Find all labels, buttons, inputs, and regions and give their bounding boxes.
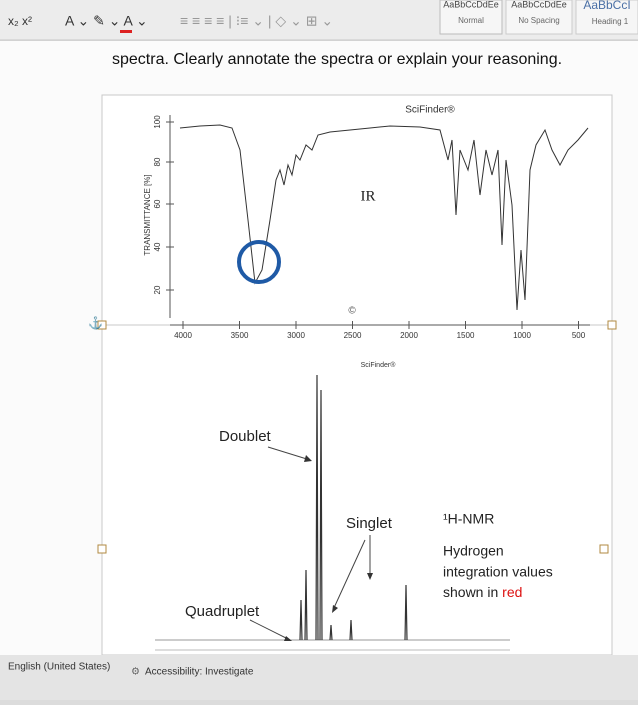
style-normal[interactable]	[439, 0, 503, 35]
style-preview: AaBbCcI	[583, 0, 630, 12]
ir-y-tick-label: 100	[153, 115, 162, 129]
ir-spectrum	[179, 124, 589, 311]
document-text: spectra. Clearly annotate the spectra or…	[112, 51, 562, 68]
resize-handle[interactable]	[97, 544, 107, 554]
ir-x-tick-label: 3000	[287, 331, 305, 340]
status-bar	[0, 655, 638, 700]
style-name: No Spacing	[518, 16, 559, 25]
ir-x-tick-label: 2500	[344, 331, 362, 340]
ir-x-tick-label: 1500	[457, 331, 475, 340]
status-language[interactable]: English (United States)	[8, 662, 110, 673]
nmr-annotation: Quadruplet	[185, 603, 260, 620]
annotation-circle	[237, 240, 281, 284]
resize-handle[interactable]	[607, 320, 617, 330]
ir-y-tick-label: 60	[153, 199, 162, 208]
accessibility-icon: ⚙	[131, 667, 140, 678]
resize-handle[interactable]	[97, 320, 107, 330]
style-preview: AaBbCcDdEe	[443, 0, 499, 9]
resize-handle[interactable]	[599, 544, 609, 554]
nmr-peaks	[299, 374, 408, 641]
subscript-button[interactable]: x₂ x²	[8, 14, 32, 28]
nmr-note-text: shown in	[443, 584, 498, 600]
ir-x-tick-label: 4000	[174, 331, 192, 340]
ir-watermark: SciFinder®	[405, 105, 455, 116]
nmr-annotation: Singlet	[346, 515, 393, 532]
style-name: Normal	[458, 16, 484, 25]
nmr-note-red: red	[502, 584, 522, 600]
ir-x-tick-label: 1000	[513, 331, 531, 340]
ir-xticks: 4000 3500 3000 2500 2000 1500 1000 500	[174, 321, 586, 340]
nmr-title: ¹H-NMR	[443, 511, 494, 527]
font-color-swatch	[120, 30, 132, 33]
nmr-annotation: Doublet	[219, 428, 272, 445]
copyright-icon: ©	[348, 306, 356, 317]
ir-yticks: 100 80 60 40 20	[153, 115, 174, 294]
style-preview: AaBbCcDdEe	[511, 0, 567, 9]
nmr-watermark: SciFinder®	[361, 361, 397, 369]
ir-label: IR	[361, 188, 376, 204]
ir-y-tick-label: 20	[153, 285, 162, 294]
anchor-icon: ⚓	[88, 316, 103, 330]
ir-y-axis-title: TRANSMITTANCE [%]	[143, 174, 152, 255]
status-accessibility[interactable]: Accessibility: Investigate	[145, 667, 254, 678]
font-color-button[interactable]: A ⌄ ✎ ⌄ A ⌄	[65, 13, 148, 29]
ir-x-tick-label: 3500	[231, 331, 249, 340]
ir-y-tick-label: 80	[153, 157, 162, 166]
align-buttons[interactable]: ≡ ≡ ≡ ≡ | ⁝≡ ⌄ | ◇ ⌄ ⊞ ⌄	[180, 13, 333, 29]
nmr-note: Hydrogen	[443, 543, 504, 559]
ir-y-tick-label: 40	[153, 242, 162, 251]
annotation-arrows	[249, 446, 371, 641]
nmr-note: integration values	[443, 564, 553, 580]
style-name: Heading 1	[592, 17, 629, 26]
ir-x-tick-label: 2000	[400, 331, 418, 340]
style-heading[interactable]	[575, 0, 638, 35]
style-no-spacing[interactable]	[505, 0, 573, 35]
ir-x-tick-label: 500	[572, 331, 586, 340]
nmr-note: shown in red	[443, 584, 522, 600]
